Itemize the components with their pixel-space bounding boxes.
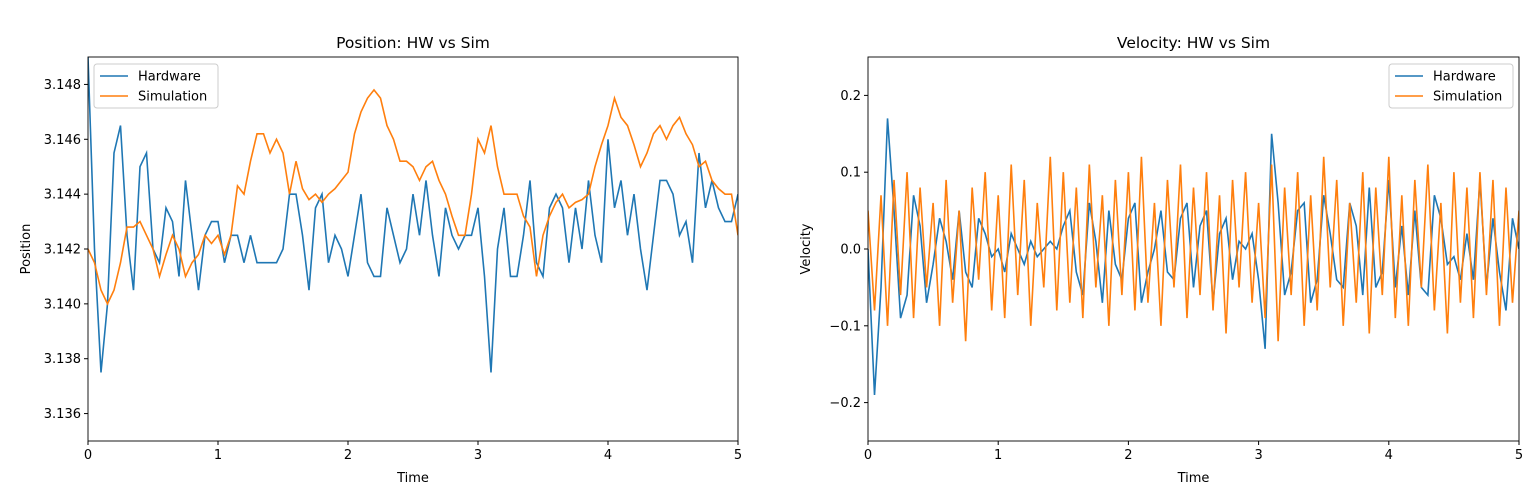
y-tick-label: 0.1 [840, 166, 861, 181]
x-tick-label: 1 [214, 448, 222, 463]
x-tick-label: 1 [994, 448, 1002, 463]
x-tick-label: 5 [1515, 448, 1523, 463]
y-tick-label: 3.148 [44, 78, 81, 93]
legend-label: Hardware [138, 70, 201, 85]
chart-title: Position: HW vs Sim [336, 34, 490, 52]
x-axis-label: Time [1177, 471, 1210, 486]
x-tick-label: 2 [344, 448, 352, 463]
y-tick-label: 3.146 [44, 133, 81, 148]
y-tick-label: −0.2 [829, 396, 861, 411]
x-tick-label: 4 [604, 448, 612, 463]
y-tick-label: 3.136 [44, 407, 81, 422]
y-tick-label: 3.142 [44, 243, 81, 258]
legend-label: Simulation [138, 90, 207, 105]
y-tick-label: −0.1 [829, 319, 861, 334]
x-tick-label: 5 [734, 448, 742, 463]
series-line [868, 156, 1519, 342]
chart-title: Velocity: HW vs Sim [1117, 34, 1270, 52]
y-tick-label: 3.138 [44, 352, 81, 367]
x-tick-label: 3 [474, 448, 482, 463]
series-line [88, 57, 738, 373]
legend-label: Simulation [1433, 90, 1502, 105]
x-tick-label: 0 [864, 448, 872, 463]
x-tick-label: 3 [1254, 448, 1262, 463]
legend-box [93, 63, 219, 109]
plot-frame [867, 56, 1520, 442]
x-tick-label: 4 [1385, 448, 1393, 463]
series-line [868, 118, 1519, 395]
y-tick-label: 0.2 [840, 89, 861, 104]
legend-box [1388, 63, 1514, 109]
series-line [88, 88, 738, 306]
y-tick-label: 0.0 [840, 243, 861, 258]
y-tick-label: 3.144 [44, 188, 81, 203]
y-axis-label: Velocity [799, 223, 814, 274]
x-tick-label: 2 [1124, 448, 1132, 463]
legend-label: Hardware [1433, 70, 1496, 85]
y-axis-label: Position [19, 224, 34, 275]
plot-frame [87, 56, 739, 442]
x-axis-label: Time [396, 471, 429, 486]
y-tick-label: 3.140 [44, 297, 81, 312]
x-tick-label: 0 [84, 448, 92, 463]
